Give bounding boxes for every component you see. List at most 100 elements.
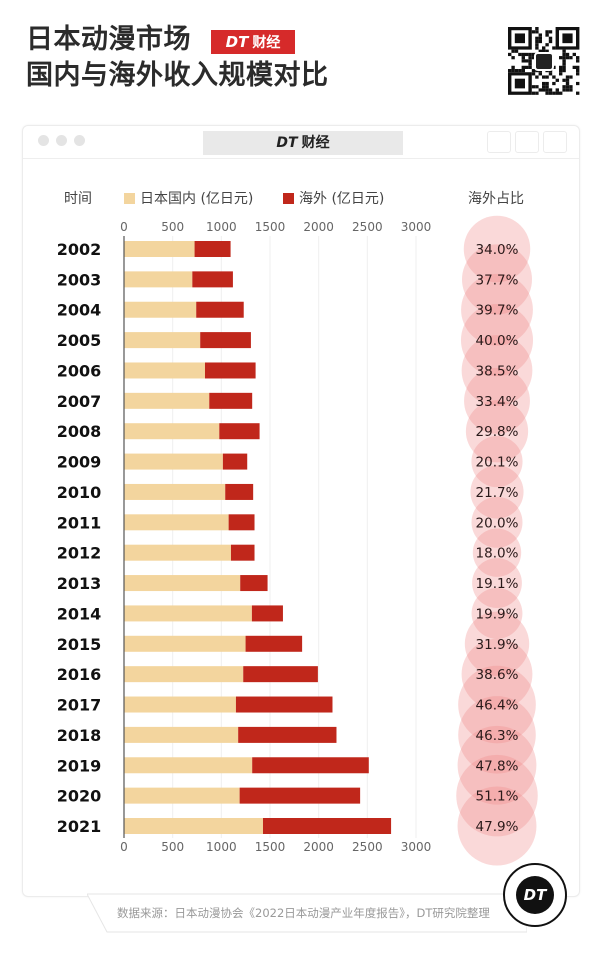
- qr-module: [518, 68, 522, 73]
- qr-module: [545, 30, 549, 34]
- qr-module: [525, 52, 529, 57]
- window-tab[interactable]: DT 财经: [203, 131, 403, 155]
- qr-module: [521, 68, 525, 73]
- x-tick-label-bottom: 2500: [352, 840, 383, 854]
- x-tick-label-top: 500: [161, 220, 184, 234]
- qr-module: [538, 72, 542, 76]
- qr-module: [521, 59, 525, 63]
- bar-domestic: [124, 241, 195, 257]
- qr-module: [514, 49, 519, 53]
- window-button-2[interactable]: [515, 131, 539, 153]
- qr-module: [531, 30, 536, 34]
- legend-item-overseas: 海外 (亿日元): [283, 188, 384, 208]
- row-header: 时间: [64, 191, 92, 207]
- qr-module: [562, 56, 566, 60]
- qr-module: [572, 65, 576, 69]
- maximize-dot-icon[interactable]: [74, 135, 85, 146]
- qr-module: [576, 72, 580, 76]
- share-label: 18.0%: [476, 546, 519, 562]
- minimize-dot-icon[interactable]: [56, 135, 67, 146]
- window-titlebar: DT 财经: [23, 126, 579, 159]
- brand-badge-text: 财经: [252, 35, 281, 51]
- qr-module: [521, 52, 525, 57]
- year-label: 2005: [57, 331, 102, 350]
- qr-module: [511, 68, 515, 73]
- qr-module: [562, 78, 566, 82]
- window-button-1[interactable]: [487, 131, 511, 153]
- brand-badge: DT 财经: [211, 30, 295, 54]
- bar-domestic: [124, 423, 220, 440]
- qr-module: [528, 62, 532, 66]
- year-label: 2018: [57, 726, 102, 745]
- qr-module: [548, 72, 553, 76]
- qr-module: [531, 68, 536, 73]
- qr-module: [562, 59, 566, 63]
- bar-domestic: [124, 696, 236, 713]
- close-dot-icon[interactable]: [38, 135, 49, 146]
- qr-module: [535, 27, 539, 31]
- source-footer: 数据来源：日本动漫协会《2022日本动漫产业年度报告》，DT研究院整理: [87, 893, 527, 933]
- year-label: 2021: [57, 817, 102, 836]
- share-bubble: [462, 244, 532, 315]
- qr-module: [531, 85, 536, 89]
- qr-module: [565, 88, 570, 92]
- bar-overseas: [228, 514, 255, 531]
- bar-domestic: [124, 483, 226, 500]
- bar-domestic: [124, 757, 253, 774]
- qr-module: [572, 52, 576, 57]
- year-label: 2008: [57, 422, 102, 441]
- qr-module: [548, 88, 553, 92]
- bar-domestic: [124, 666, 244, 683]
- qr-finder-core: [514, 78, 525, 89]
- x-tick-label-bottom: 1000: [206, 840, 237, 854]
- qr-module: [545, 81, 549, 86]
- x-tick-label-bottom: 2000: [303, 840, 334, 854]
- qr-module: [521, 56, 525, 60]
- share-label: 29.8%: [476, 424, 519, 440]
- qr-module: [576, 81, 580, 86]
- legend-label-overseas: 海外 (亿日元): [299, 191, 385, 207]
- qr-module: [565, 81, 570, 86]
- qr-module: [545, 33, 549, 37]
- bar-overseas: [225, 483, 254, 500]
- x-tick-label-bottom: 0: [120, 840, 128, 854]
- bar-overseas: [239, 787, 361, 804]
- share-column-header: 海外占比: [468, 191, 524, 207]
- window-button-3[interactable]: [543, 131, 567, 153]
- qr-module: [559, 72, 563, 76]
- share-bubble: [464, 611, 530, 676]
- qr-module: [552, 75, 556, 79]
- share-bubble: [461, 335, 533, 406]
- qr-module: [535, 43, 539, 47]
- x-tick-label-bottom: 3000: [401, 840, 432, 854]
- share-label: 20.1%: [476, 455, 519, 471]
- qr-module: [576, 65, 580, 69]
- qr-module: [528, 65, 532, 69]
- bar-domestic: [124, 605, 252, 622]
- year-label: 2006: [57, 361, 102, 380]
- bar-overseas: [240, 575, 268, 592]
- bar-overseas: [251, 605, 283, 622]
- bar-domestic: [124, 544, 231, 561]
- share-bubble: [472, 558, 522, 608]
- qr-module: [511, 56, 515, 60]
- share-label: 21.7%: [476, 485, 519, 501]
- share-label: 19.1%: [476, 576, 519, 592]
- x-tick-label-bottom: 500: [161, 840, 184, 854]
- qr-module: [535, 46, 539, 50]
- bar-overseas: [204, 362, 256, 379]
- bar-overseas: [192, 271, 233, 288]
- dt-seal-text: DT: [516, 876, 554, 914]
- year-label: 2004: [57, 301, 102, 320]
- year-label: 2009: [57, 453, 102, 472]
- qr-module: [535, 91, 539, 95]
- share-label: 34.0%: [476, 242, 519, 258]
- qr-module: [545, 85, 549, 89]
- qr-module: [538, 36, 542, 40]
- qr-module: [565, 52, 570, 57]
- bar-domestic: [124, 392, 210, 409]
- share-label: 38.6%: [476, 667, 519, 683]
- page-title: 日本动漫市场 国内与海外收入规模对比: [26, 22, 329, 94]
- year-label: 2016: [57, 665, 102, 684]
- x-tick-label-top: 2500: [352, 220, 383, 234]
